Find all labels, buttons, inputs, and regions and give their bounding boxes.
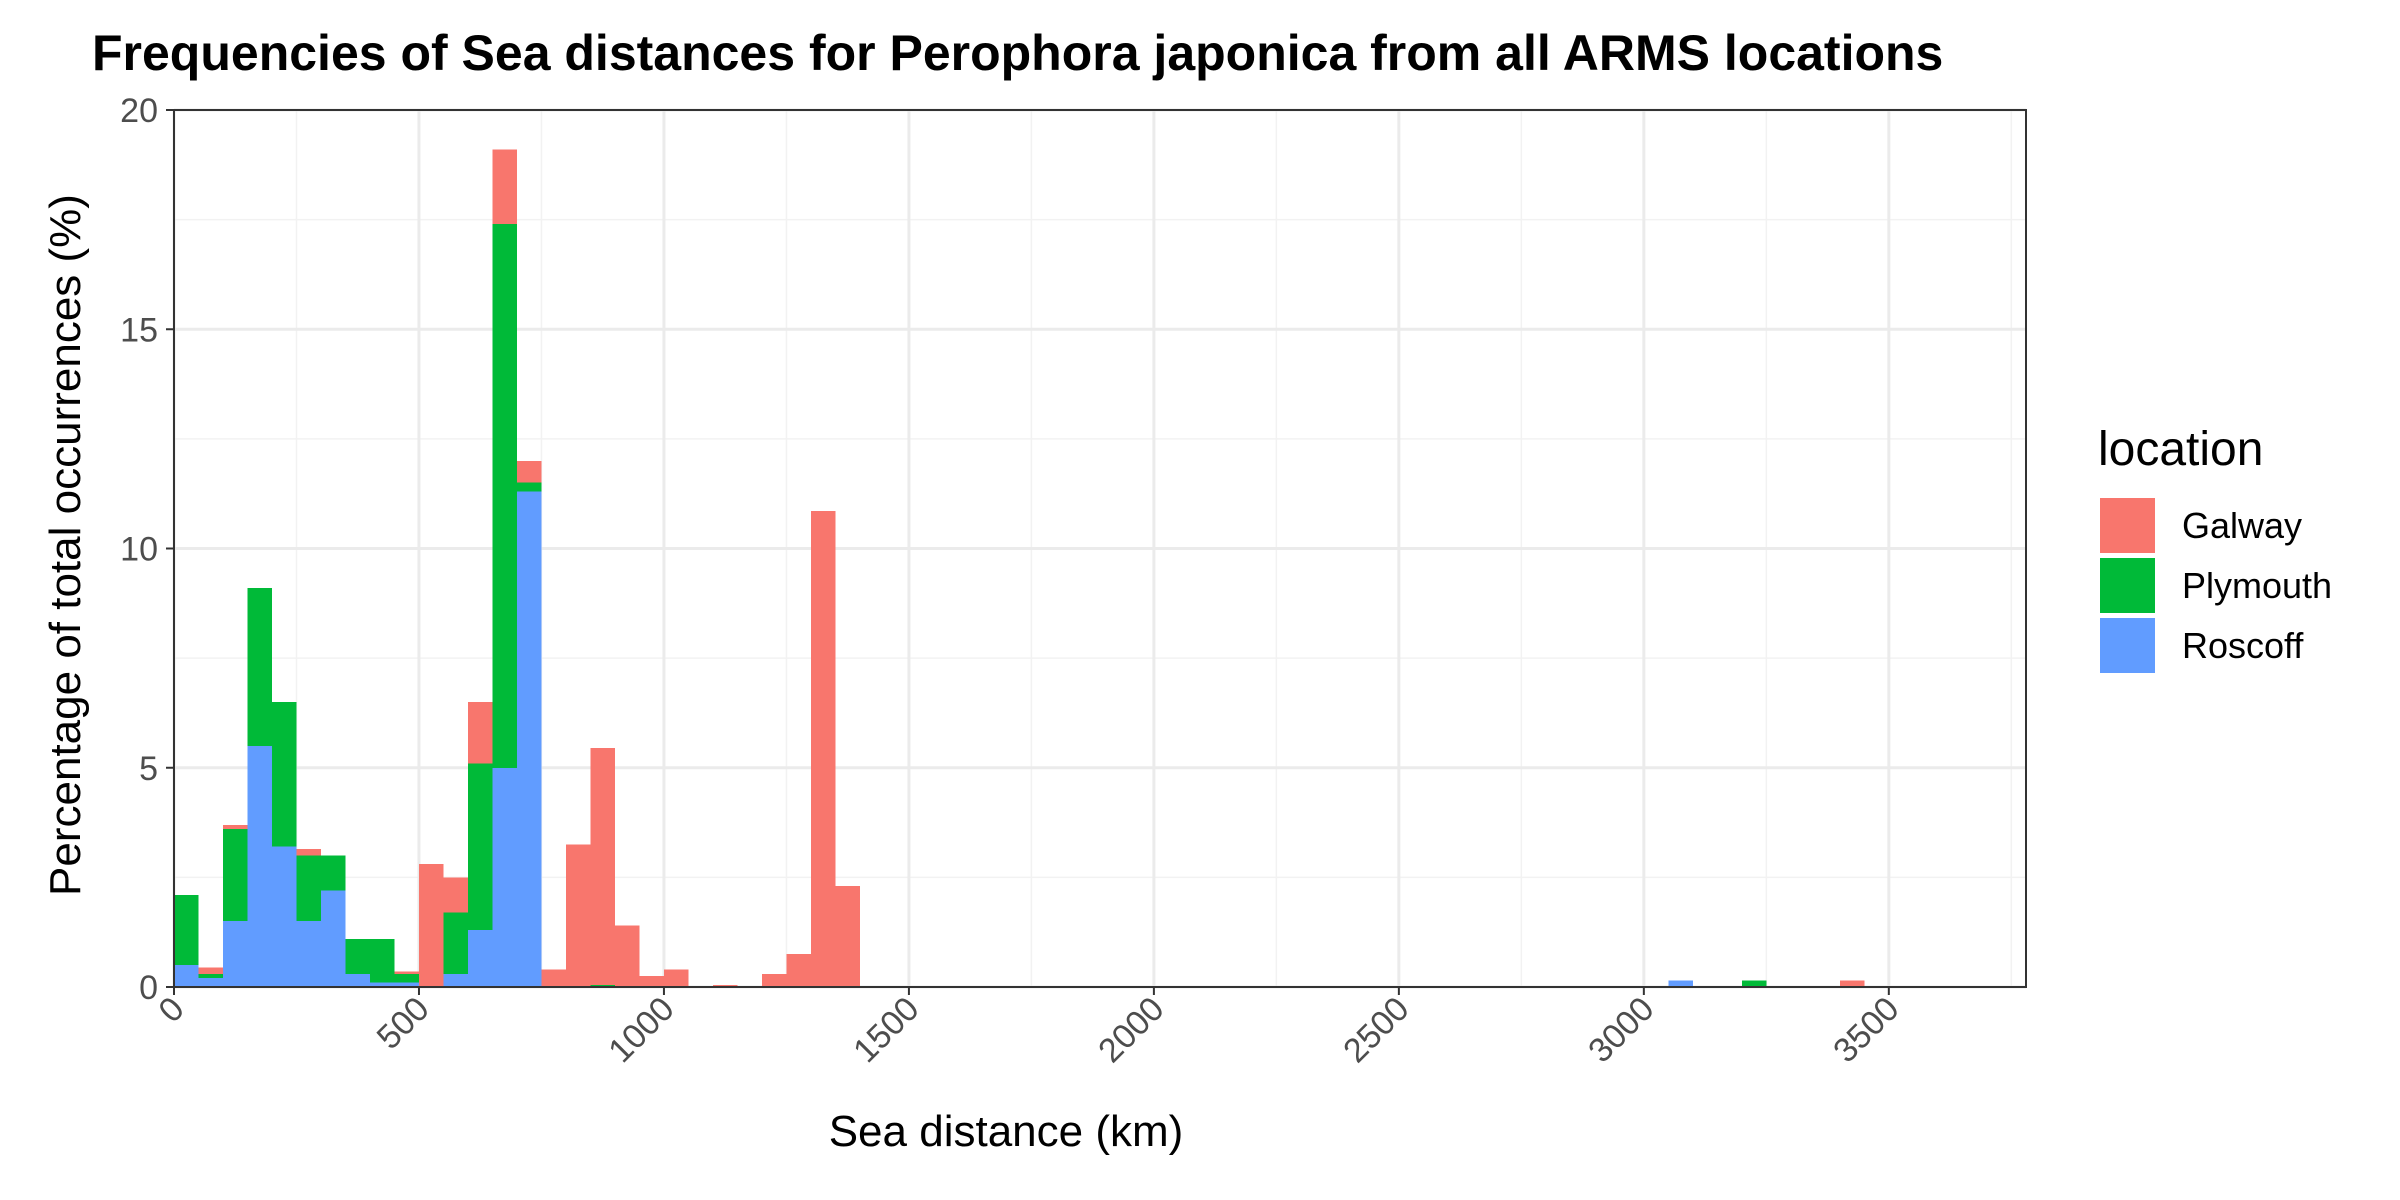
bars <box>174 149 1865 987</box>
bar-roscoff-450 <box>394 982 419 987</box>
bar-galway-500 <box>418 864 444 987</box>
legend: location Galway Plymouth Roscoff <box>2098 423 2332 673</box>
legend-title: location <box>2098 423 2263 476</box>
bar-roscoff-300 <box>320 890 346 987</box>
legend-swatch-galway <box>2100 498 2155 553</box>
bar-galway-450 <box>394 971 419 974</box>
chart-title: Frequencies of Sea distances for Peropho… <box>92 25 1943 81</box>
bar-plymouth-200 <box>271 701 297 847</box>
bar-galway-100 <box>222 824 248 830</box>
bar-galway-1350 <box>835 886 860 987</box>
grid-lines <box>172 108 2026 989</box>
bar-galway-3400 <box>1839 980 1865 987</box>
bar-roscoff-650 <box>492 767 517 987</box>
bar-plymouth-250 <box>296 855 321 922</box>
bar-roscoff-100 <box>222 921 248 987</box>
bar-plymouth-3200 <box>1741 980 1767 987</box>
y-tick-label: 5 <box>139 750 158 788</box>
x-tick-label: 0 <box>151 990 191 1030</box>
bar-roscoff-600 <box>467 929 493 987</box>
legend-swatch-roscoff <box>2100 618 2155 673</box>
y-axis-title: Percentage of total occurrences (%) <box>41 194 90 896</box>
bar-roscoff-0 <box>174 965 199 987</box>
bar-roscoff-3050 <box>1668 980 1693 987</box>
y-tick-label: 10 <box>120 531 158 569</box>
legend-label-plymouth: Plymouth <box>2182 565 2332 606</box>
bar-plymouth-600 <box>467 763 493 930</box>
bar-plymouth-0 <box>174 894 199 966</box>
bar-galway-900 <box>614 925 640 987</box>
bar-plymouth-300 <box>320 855 346 891</box>
bar-galway-750 <box>541 969 566 987</box>
x-tick-label: 3000 <box>1581 990 1661 1070</box>
x-tick-label: 500 <box>370 990 437 1057</box>
bar-galway-950 <box>639 976 664 987</box>
bar-galway-1200 <box>761 973 787 987</box>
bar-roscoff-700 <box>516 491 542 987</box>
y-tick-label: 0 <box>139 969 158 1007</box>
x-axis-title: Sea distance (km) <box>829 1107 1184 1156</box>
bar-plymouth-550 <box>443 912 468 974</box>
y-tick-label: 20 <box>120 92 158 130</box>
bar-plymouth-700 <box>516 482 542 492</box>
bar-galway-850 <box>590 748 615 985</box>
bar-galway-1000 <box>663 969 689 987</box>
x-tick-label: 2500 <box>1336 990 1416 1070</box>
bar-plymouth-100 <box>222 829 248 922</box>
bar-plymouth-150 <box>247 587 272 746</box>
bar-roscoff-200 <box>271 846 297 987</box>
bar-roscoff-400 <box>369 982 395 987</box>
bar-plymouth-450 <box>394 973 419 983</box>
bar-roscoff-350 <box>345 973 370 987</box>
bar-roscoff-50 <box>198 978 223 987</box>
x-tick-label: 3500 <box>1826 990 1906 1070</box>
x-tick-label: 1500 <box>846 990 926 1070</box>
y-tick-label: 15 <box>120 311 158 349</box>
bar-galway-250 <box>296 848 321 856</box>
bar-roscoff-550 <box>443 973 468 987</box>
bar-galway-650 <box>492 149 517 225</box>
legend-swatch-plymouth <box>2100 558 2155 613</box>
bar-plymouth-400 <box>369 938 395 983</box>
bar-plymouth-850 <box>590 984 615 987</box>
bar-plymouth-50 <box>198 973 223 979</box>
bar-roscoff-250 <box>296 921 321 987</box>
bar-galway-1100 <box>712 984 738 987</box>
bar-galway-50 <box>198 967 223 974</box>
bar-galway-1300 <box>810 511 836 987</box>
bar-galway-1250 <box>786 954 811 987</box>
bar-plymouth-350 <box>345 938 370 974</box>
bar-galway-700 <box>516 460 542 483</box>
x-tick-label: 2000 <box>1091 990 1171 1070</box>
x-axis: 0 500 1000 1500 2000 2500 3000 3500 <box>151 987 1906 1070</box>
bar-galway-550 <box>443 877 468 913</box>
y-axis: 0 5 10 15 20 <box>120 92 174 1007</box>
bar-galway-800 <box>565 844 591 987</box>
bar-plymouth-650 <box>492 224 517 768</box>
legend-label-galway: Galway <box>2182 505 2302 546</box>
bar-galway-600 <box>467 701 493 764</box>
x-tick-label: 1000 <box>601 990 681 1070</box>
bar-roscoff-150 <box>247 745 272 987</box>
legend-label-roscoff: Roscoff <box>2182 625 2304 666</box>
